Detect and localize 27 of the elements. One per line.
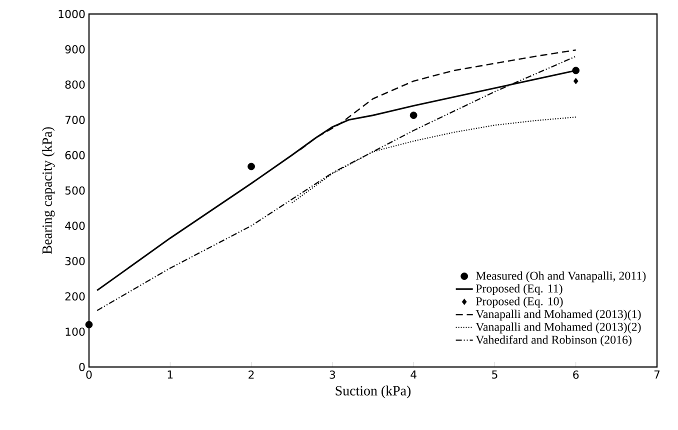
legend-label: Measured (Oh and Vanapalli, 2011) (476, 271, 646, 282)
y-tick-label: 700 (65, 116, 85, 124)
x-tick-label: 4 (410, 370, 416, 379)
x-tick-label: 5 (492, 370, 498, 379)
y-axis-title: Bearing capacity (kPa) (42, 127, 55, 254)
x-tick-label: 2 (248, 370, 254, 379)
y-tick-label: 100 (66, 328, 85, 336)
y-tick-label: 600 (65, 151, 85, 160)
legend-label: Vahedifard and Robinson (2016) (476, 335, 632, 346)
legend-label: Vanapalli and Mohamed (2013)(1) (476, 310, 641, 321)
x-axis-title: Suction (kPa) (336, 386, 411, 398)
legend-label: Proposed (Eq. 11) (476, 284, 562, 295)
y-tick-label: 400 (65, 222, 85, 230)
y-tick-label: 1000 (58, 10, 85, 18)
y-tick-label: 200 (65, 292, 85, 301)
x-tick-label: 0 (86, 370, 92, 379)
x-tick-label: 1 (168, 370, 173, 379)
y-tick-label: 900 (65, 45, 85, 54)
y-tick-label: 0 (79, 362, 85, 372)
legend-label: Proposed (Eq. 10) (476, 296, 563, 308)
y-tick-label: 300 (65, 256, 85, 266)
x-tick-label: 3 (330, 370, 336, 379)
x-tick-label: 7 (654, 370, 660, 379)
y-tick-label: 500 (65, 186, 85, 195)
legend-label: Vanapalli and Mohamed (2013)(2) (476, 322, 641, 334)
x-tick-label: 6 (573, 370, 579, 379)
y-tick-label: 800 (65, 80, 85, 89)
